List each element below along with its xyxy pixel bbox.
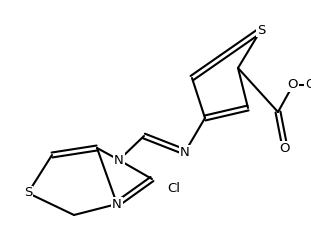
Text: O: O: [280, 141, 290, 155]
Text: Cl: Cl: [167, 182, 180, 195]
Text: N: N: [180, 146, 190, 158]
Text: S: S: [24, 187, 32, 200]
Text: N: N: [112, 197, 122, 210]
Text: N: N: [114, 153, 124, 166]
Text: OCH₃: OCH₃: [305, 79, 311, 91]
Text: S: S: [257, 24, 265, 37]
Text: O: O: [288, 79, 298, 91]
